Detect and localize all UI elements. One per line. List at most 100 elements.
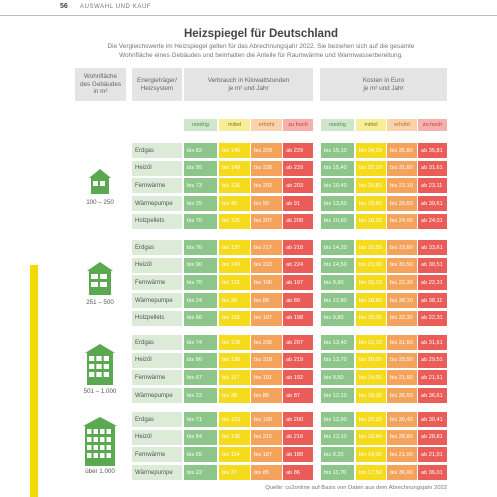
consumption-cell: ab 208 (283, 213, 313, 229)
level-header: mittel (356, 119, 386, 131)
consumption-cell: bis 215 (251, 429, 282, 445)
system-cell: Heizöl (132, 429, 182, 445)
consumption-cell: bis 123 (219, 412, 250, 427)
consumption-cell: ab 89 (283, 293, 313, 309)
cost-cell: bis 21,50 (387, 370, 417, 386)
consumption-cell: bis 90 (184, 257, 217, 273)
cost-cell: bis 17,50 (356, 465, 386, 481)
consumption-cell: bis 206 (251, 335, 282, 350)
cost-cell: ab 36,01 (418, 465, 447, 481)
consumption-cell: bis 125 (219, 213, 250, 229)
system-cell: Erdgas (132, 412, 182, 427)
consumption-cell: bis 65 (184, 447, 217, 463)
level-header: niedrig (184, 119, 217, 131)
subtitle-line: Wohnfläche eines Gebäudes und beinhalten… (119, 52, 403, 59)
cost-cell: ab 29,51 (418, 352, 447, 368)
level-header: zu hoch (283, 119, 313, 131)
cost-cell: bis 12,80 (321, 293, 354, 309)
consumption-cell: ab 91 (283, 196, 313, 212)
cost-cell: bis 15,80 (356, 178, 386, 194)
consumption-cell: ab 229 (283, 160, 313, 176)
cost-header: Kosten in Euro je m² und Jahr (320, 68, 447, 101)
header-line: in m² (93, 88, 108, 96)
consumption-cell: ab 198 (283, 310, 313, 326)
cost-cell: ab 39,61 (418, 196, 447, 212)
consumption-cell: bis 135 (219, 429, 250, 445)
header-line: Verbrauch in Kilowattstunden (207, 77, 290, 84)
cost-cell: ab 35,81 (418, 143, 447, 158)
consumption-cell: ab 86 (283, 465, 313, 481)
area-label: über 1.000 (85, 468, 115, 476)
consumption-cell: bis 67 (184, 370, 217, 386)
consumption-cell: ab 229 (283, 143, 313, 158)
consumption-cell: bis 196 (251, 275, 282, 291)
house-icon (87, 262, 113, 296)
consumption-cell: bis 86 (184, 352, 217, 368)
consumption-cell: bis 126 (219, 178, 250, 194)
consumption-cell: bis 128 (219, 335, 250, 350)
consumption-cell: ab 207 (283, 335, 313, 350)
consumption-cell: bis 191 (251, 370, 282, 386)
consumption-cell: bis 39 (219, 293, 250, 309)
cost-cell: bis 31,60 (387, 335, 417, 350)
area-label: 501 – 1.000 (83, 388, 117, 396)
accent-bar (30, 265, 38, 497)
header-line: je m² und Jahr (228, 84, 269, 92)
consumption-cell: bis 217 (251, 240, 282, 255)
consumption-cell: ab 192 (283, 370, 313, 386)
consumption-cell: bis 70 (184, 213, 217, 229)
cost-cell: bis 39,60 (387, 196, 417, 212)
consumption-cell: ab 200 (283, 412, 313, 427)
cost-cell: bis 21,00 (387, 447, 417, 463)
consumption-cell: bis 218 (251, 352, 282, 368)
consumption-cell: ab 216 (283, 429, 313, 445)
consumption-cell: bis 74 (184, 335, 217, 350)
cost-cell: bis 28,80 (387, 429, 417, 445)
cost-cell: bis 29,50 (387, 352, 417, 368)
system-cell: Wärmepumpe (132, 388, 182, 404)
consumption-cell: bis 84 (184, 429, 217, 445)
consumption-cell: bis 145 (219, 143, 250, 158)
area-header: Wohnfläche des Gebäudes in m² (75, 68, 126, 101)
system-cell: Erdgas (132, 335, 182, 350)
cost-cell: bis 14,20 (321, 240, 354, 255)
cost-cell: bis 23,10 (387, 178, 417, 194)
header-line: des Gebäudes (80, 80, 121, 88)
cost-cell: bis 21,10 (356, 335, 386, 350)
cost-cell: bis 30,40 (387, 412, 417, 427)
consumption-cell: bis 82 (184, 143, 217, 158)
consumption-cell: bis 148 (219, 160, 250, 176)
consumption-cell: bis 24 (184, 293, 217, 309)
consumption-cell: ab 188 (283, 447, 313, 463)
cost-cell: bis 9,80 (321, 310, 354, 326)
consumption-cell: bis 66 (184, 310, 217, 326)
subtitle-line: Die Vergleichswerte im Heizspiegel gelte… (107, 43, 415, 50)
cost-cell: bis 22,50 (356, 240, 386, 255)
system-cell: Fernwärme (132, 178, 182, 194)
cost-cell: ab 31,61 (418, 160, 447, 176)
consumption-cell: ab 224 (283, 257, 313, 273)
level-header: erhöht (251, 119, 282, 131)
cost-cell: bis 36,60 (387, 388, 417, 404)
level-header: mittel (219, 119, 250, 131)
system-cell: Wärmepumpe (132, 465, 182, 481)
cost-cell: ab 30,41 (418, 412, 447, 427)
cost-cell: bis 22,30 (387, 275, 417, 291)
consumption-cell: bis 118 (219, 310, 250, 326)
system-cell: Heizöl (132, 352, 182, 368)
cost-cell: bis 38,10 (387, 293, 417, 309)
consumption-cell: ab 197 (283, 275, 313, 291)
consumption-cell: bis 85 (251, 465, 282, 481)
cost-cell: bis 20,00 (356, 352, 386, 368)
system-cell: Holzpellets (132, 213, 182, 229)
area-label: 251 – 500 (86, 299, 114, 307)
consumption-cell: bis 197 (251, 310, 282, 326)
cost-cell: bis 20,20 (356, 412, 386, 427)
consumption-cell: bis 73 (184, 178, 217, 194)
house-icon (85, 344, 115, 386)
consumption-header: Verbrauch in Kilowattstunden je m² und J… (184, 68, 313, 101)
level-header: niedrig (321, 119, 354, 131)
cost-cell: bis 21,00 (356, 257, 386, 273)
system-cell: Heizöl (132, 257, 182, 273)
